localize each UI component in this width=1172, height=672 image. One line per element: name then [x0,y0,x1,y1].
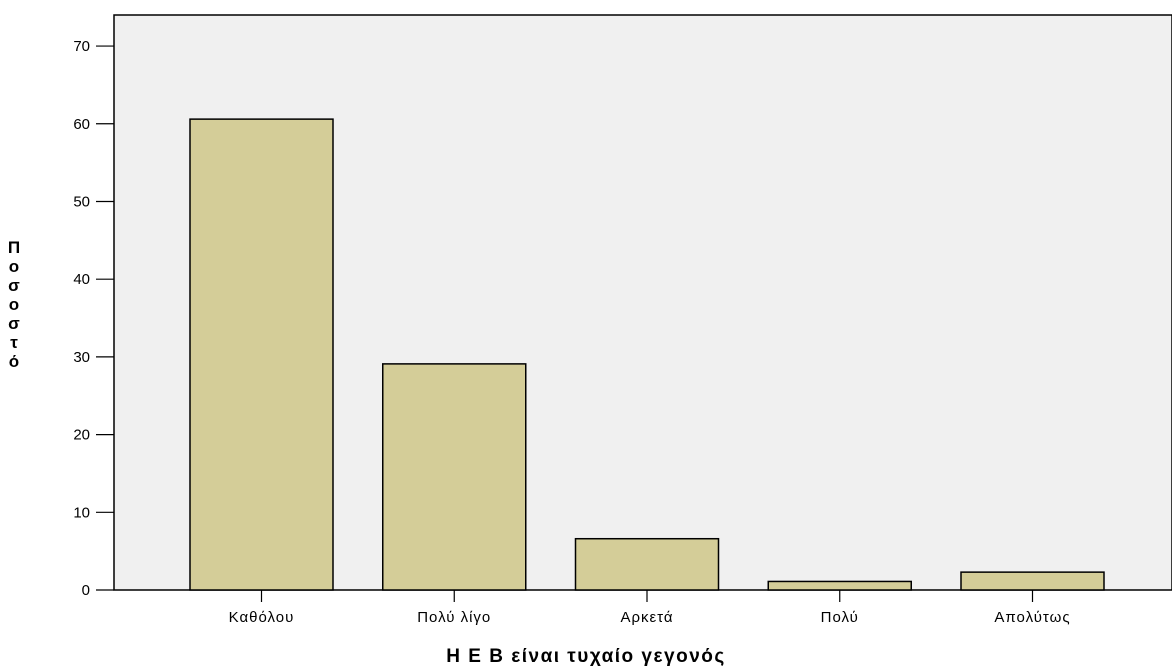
x-tick-label: Απολύτως [994,609,1070,626]
y-axis-title-letter: τ [10,333,18,352]
bar-2 [382,363,527,591]
y-tick-label: 50 [73,193,90,210]
y-axis-title-letter: ο [8,257,20,276]
bar-4 [767,580,912,591]
x-tick-label: Πολύ [821,609,859,626]
bar-5 [960,571,1105,591]
y-tick-label: 40 [73,271,90,288]
x-tick-label: Αρκετά [620,609,673,626]
x-axis-title: Η Ε Β είναι τυχαίο γεγονός [446,646,726,667]
y-tick-label: 0 [82,582,90,599]
y-axis-title-letter: Π [7,238,21,257]
bar-3 [574,537,720,591]
x-axis: Καθόλου Πολύ λίγο Αρκετά Πολύ Απολύτως [229,590,1070,626]
y-axis: 0 10 20 30 40 50 60 70 [73,38,114,599]
y-axis-title-letter: σ [8,276,20,295]
x-tick-label: Πολύ λίγο [417,609,491,626]
y-axis-title-letter: ο [8,295,20,314]
y-tick-label: 10 [73,504,90,521]
y-tick-label: 70 [73,38,90,55]
bar-1 [189,118,334,591]
y-axis-title-letter: σ [8,314,20,333]
y-tick-label: 20 [73,427,90,444]
y-tick-label: 30 [73,349,90,366]
y-axis-title-letter: ό [8,352,20,371]
y-tick-label: 60 [73,116,90,133]
x-tick-label: Καθόλου [229,609,295,626]
